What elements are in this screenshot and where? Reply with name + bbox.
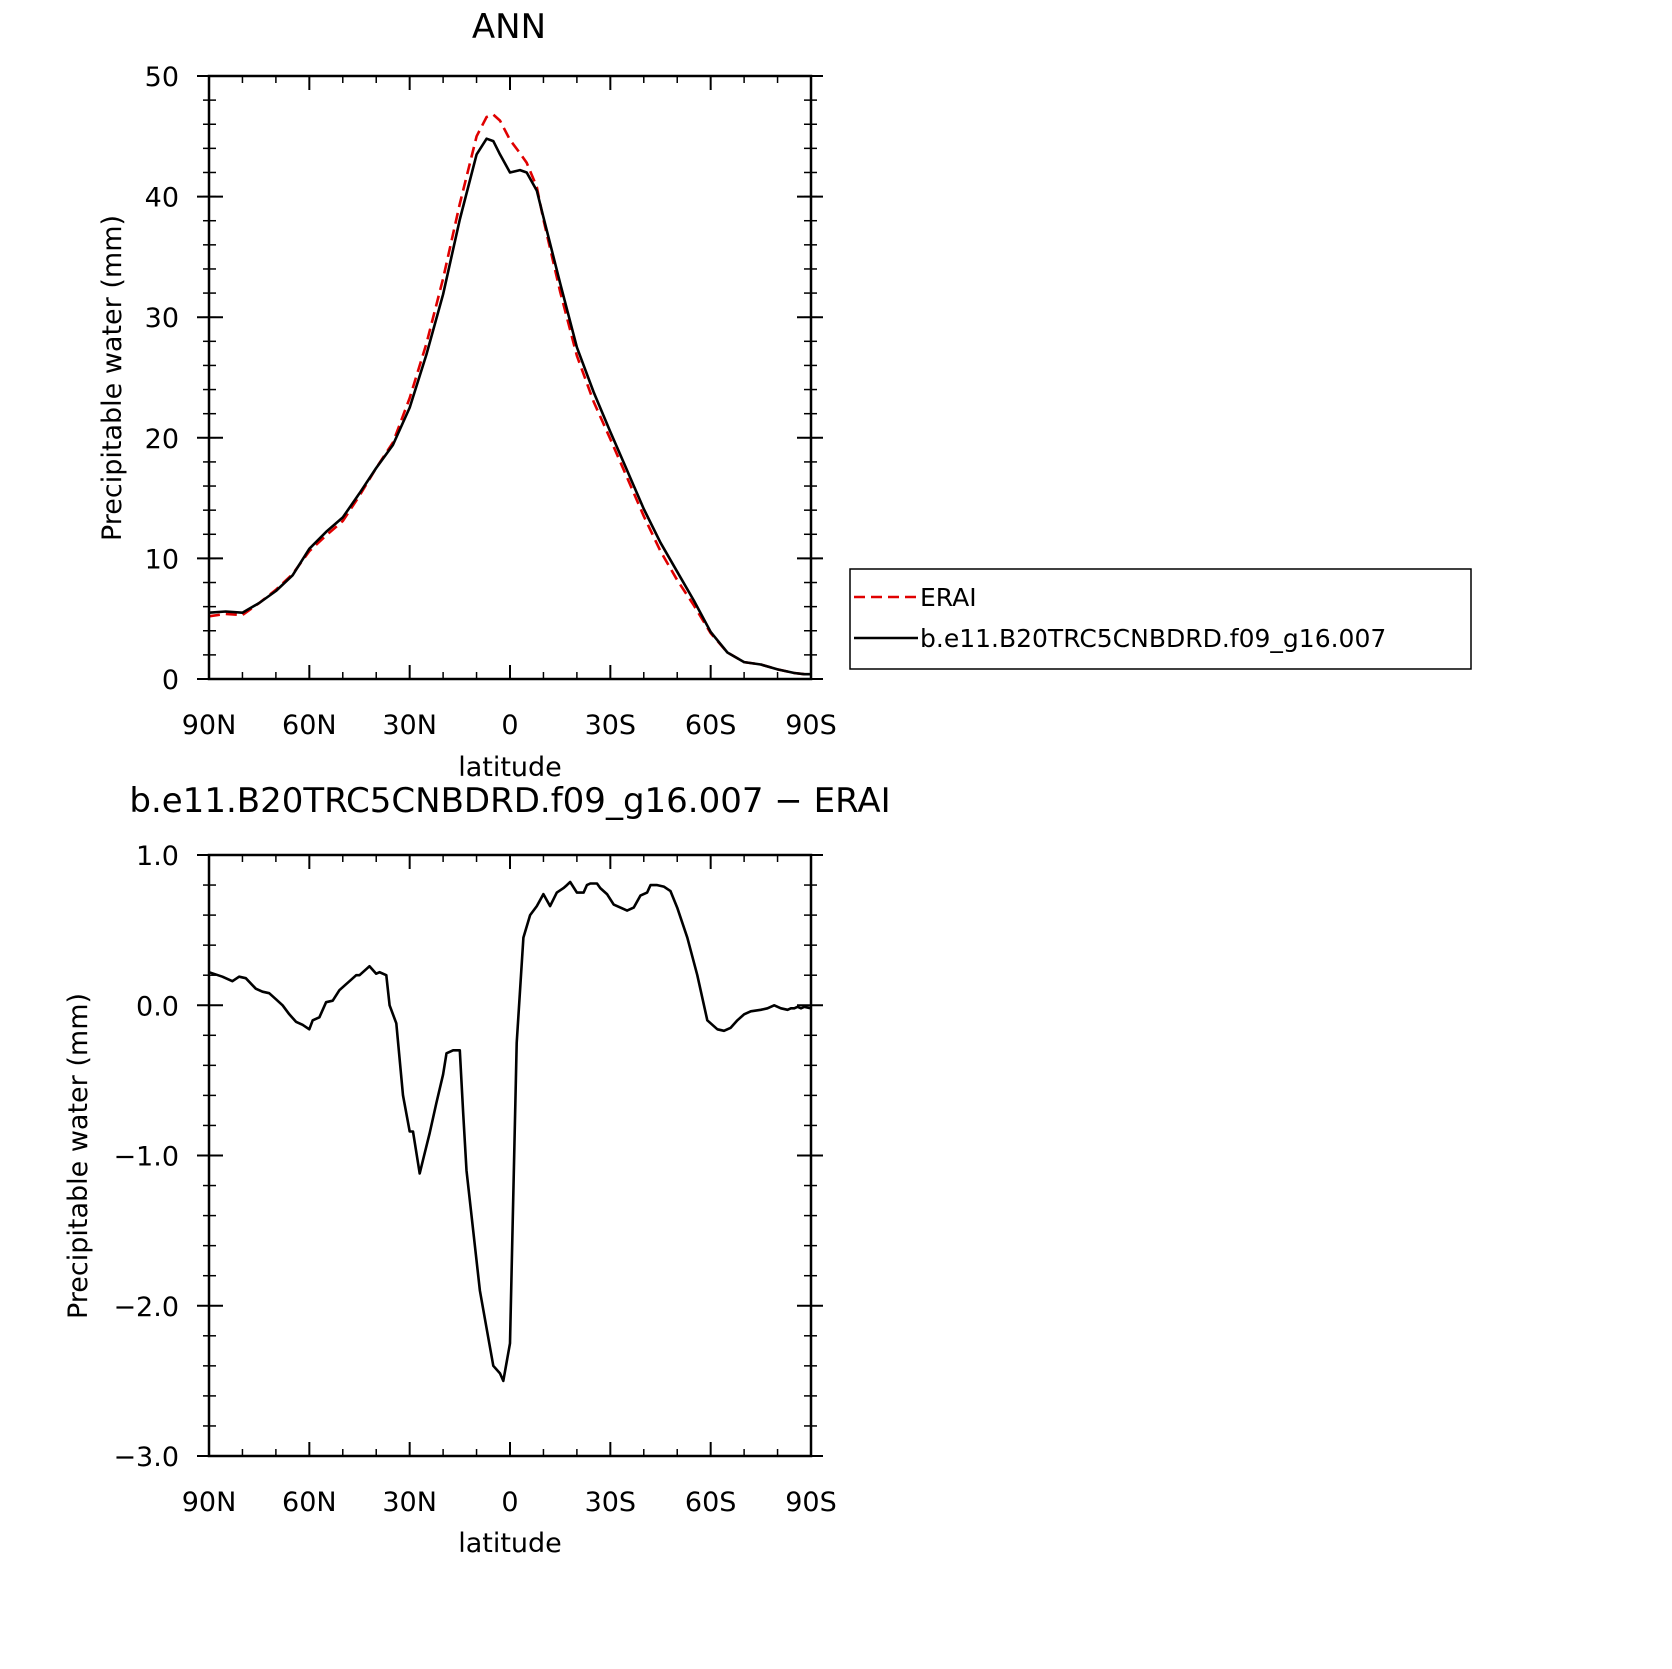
legend-box xyxy=(849,568,1472,670)
x-tick-label: 60S xyxy=(685,710,737,741)
plot-frame xyxy=(207,853,813,1458)
axis-ticks xyxy=(197,75,823,680)
x-tick-label: 30N xyxy=(382,710,437,741)
y-tick-label: 30 xyxy=(145,303,179,334)
x-tick-label: 90N xyxy=(182,710,237,741)
x-tick-label: 60S xyxy=(685,1487,737,1518)
x-tick-label: 90S xyxy=(785,710,837,741)
bottom-panel: b.e11.B20TRC5CNBDRD.f09_g16.007 − ERAI 1… xyxy=(63,781,891,1559)
chart-title: ANN xyxy=(472,7,546,47)
y-tick-label: 20 xyxy=(145,424,179,455)
x-axis-label: latitude xyxy=(458,1528,562,1559)
y-tick-label: 10 xyxy=(145,544,179,575)
top-panel: ANN 0 10 20 30 40 50 90N 60N 30N 0 30S 60S 90S lati… xyxy=(97,7,1472,783)
y-tick-label: 0.0 xyxy=(136,991,179,1022)
x-tick-label: 60N xyxy=(282,1487,337,1518)
x-tick-label: 60N xyxy=(282,710,337,741)
series-line-difference xyxy=(208,880,812,1383)
x-tick-labels: 90N 60N 30N 0 30S 60S 90S xyxy=(182,710,837,741)
y-tick-label: −3.0 xyxy=(113,1442,179,1473)
x-tick-label: 90N xyxy=(182,1487,237,1518)
series-line-erai xyxy=(208,113,811,676)
x-axis-label: latitude xyxy=(458,752,562,783)
y-tick-label: 40 xyxy=(145,183,179,214)
x-tick-labels: 90N 60N 30N 0 30S 60S 90S xyxy=(182,1487,837,1518)
x-tick-label: 30S xyxy=(585,1487,637,1518)
x-tick-label: 0 xyxy=(501,1487,518,1518)
y-axis-label: Precipitable water (mm) xyxy=(97,215,128,541)
y-tick-label: 50 xyxy=(145,62,179,93)
y-axis-label: Precipitable water (mm) xyxy=(63,993,94,1319)
chart-title: b.e11.B20TRC5CNBDRD.f09_g16.007 − ERAI xyxy=(129,781,890,821)
legend: ERAI b.e11.B20TRC5CNBDRD.f09_g16.007 xyxy=(849,568,1472,670)
series-group xyxy=(208,880,812,1383)
axis-ticks xyxy=(197,854,823,1457)
x-tick-label: 30S xyxy=(585,710,637,741)
series-group xyxy=(208,113,811,676)
y-tick-label: 0 xyxy=(162,665,179,696)
x-tick-label: 90S xyxy=(785,1487,837,1518)
plot-frame xyxy=(207,74,813,681)
y-tick-labels: 1.0 0.0 −1.0 −2.0 −3.0 xyxy=(113,841,179,1473)
y-tick-label: −2.0 xyxy=(113,1292,179,1323)
y-tick-label: 1.0 xyxy=(136,841,179,872)
y-tick-label: −1.0 xyxy=(113,1142,179,1173)
legend-label-model: b.e11.B20TRC5CNBDRD.f09_g16.007 xyxy=(920,624,1386,653)
series-line-model xyxy=(208,137,811,676)
x-tick-label: 0 xyxy=(501,710,518,741)
legend-label-erai: ERAI xyxy=(920,583,977,612)
y-tick-labels: 0 10 20 30 40 50 xyxy=(145,62,179,696)
x-tick-label: 30N xyxy=(382,1487,437,1518)
